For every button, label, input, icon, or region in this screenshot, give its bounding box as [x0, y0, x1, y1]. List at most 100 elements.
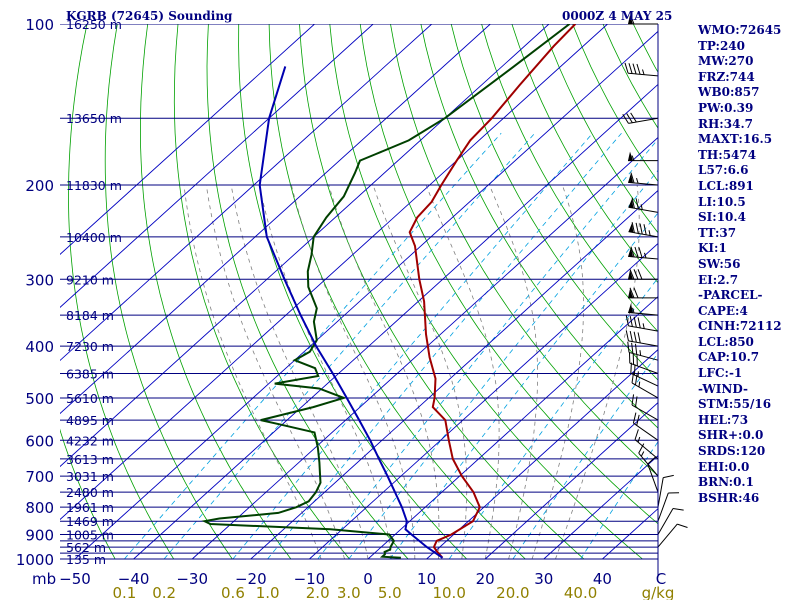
wind-barb-half-flag — [638, 381, 641, 388]
wind-barb-flag — [629, 269, 635, 280]
pressure-label: 500 — [25, 390, 54, 408]
index-item: MW:270 — [698, 54, 754, 69]
wind-barb-pennant — [628, 270, 633, 280]
parcel-trace — [258, 66, 444, 559]
wind-barb-flag — [630, 362, 632, 374]
wind-barb — [657, 508, 684, 535]
moist-adiabat — [425, 184, 500, 560]
wind-barb-flag — [672, 508, 684, 511]
wind-barb-staff — [628, 311, 659, 316]
wind-barb-flag — [633, 287, 639, 299]
dewpoint-trace — [201, 24, 571, 559]
wind-barb-flag — [631, 394, 635, 406]
temperature-tick-label: −50 — [59, 570, 91, 588]
isotherm — [74, 30, 658, 560]
temperature-trace — [408, 24, 577, 559]
wind-barb-flag — [632, 353, 635, 365]
dry-adiabat — [359, 24, 658, 525]
isotherm — [60, 24, 374, 309]
wind-barb-flag — [668, 492, 680, 494]
isotherm — [133, 83, 658, 560]
isotherm — [60, 24, 491, 415]
wind-barb-pennant — [628, 247, 634, 257]
wind-barb-staff — [657, 477, 664, 508]
temperature-tick-label: 0 — [363, 570, 373, 588]
index-item: CINH:72112 — [698, 319, 782, 334]
grid-lines — [60, 24, 800, 560]
moist-adiabat — [230, 185, 369, 560]
wind-barb-flag — [629, 330, 633, 342]
pressure-label: 300 — [25, 271, 54, 289]
height-label: 3031 m — [66, 469, 114, 484]
wind-barb-flag — [624, 62, 629, 74]
mixing-ratio-label: 3.0 — [337, 584, 361, 600]
wind-barb-pennant — [628, 303, 634, 313]
wind-barb-flag — [677, 523, 688, 528]
wind-barbs — [622, 15, 688, 548]
wind-barb — [657, 474, 674, 508]
wind-barb-flag — [643, 224, 647, 235]
mixing-ratio-unit-label: g/kg — [642, 584, 675, 600]
wind-barb-flag — [637, 269, 643, 280]
wind-barb-flag — [636, 63, 641, 75]
index-item: WMO:72645 — [698, 23, 782, 37]
wind-barb-flag — [636, 355, 638, 366]
wind-barb — [628, 222, 659, 238]
dry-adiabat — [206, 24, 409, 560]
height-label: 562 m — [66, 540, 106, 555]
index-item: LI:10.5 — [698, 194, 746, 209]
mixing-ratio-line — [448, 277, 658, 560]
wind-barb-flag — [629, 315, 633, 327]
wind-barb-pennant — [628, 223, 634, 233]
wind-barb-flag — [633, 269, 639, 280]
wind-barb-flag — [634, 396, 638, 408]
isotherm — [309, 242, 658, 560]
index-item: L57:6.6 — [698, 163, 749, 178]
station-title: KGRB (72645) Sounding — [66, 9, 233, 23]
wind-barb-staff — [657, 523, 678, 548]
wind-barb — [657, 492, 680, 522]
index-item: TH:5474 — [698, 147, 757, 162]
dry-adiabat — [785, 24, 800, 559]
wind-barb-staff — [657, 492, 669, 522]
wind-barb-staff — [630, 372, 659, 387]
moist-adiabat — [183, 185, 322, 560]
mixing-ratio-label: 0.6 — [221, 584, 245, 600]
index-item: MAXT:16.5 — [698, 132, 773, 147]
wind-barb-staff — [631, 382, 659, 399]
wind-barb-half-flag — [640, 204, 643, 210]
dry-adiabat — [104, 24, 233, 560]
moist-adiabat — [291, 185, 416, 560]
index-item: STM:55/16 — [698, 397, 772, 412]
isotherm — [484, 402, 658, 560]
wind-barb — [628, 172, 659, 186]
isotherm — [191, 136, 658, 560]
pressure-unit-label: mb — [32, 570, 56, 588]
wind-barb — [634, 429, 659, 460]
isotherm — [367, 295, 658, 560]
sounding-time: 0000Z 4 MAY 25 — [562, 9, 673, 23]
wind-barb-half-flag — [637, 371, 639, 377]
temperature-tick-label: −30 — [176, 570, 208, 588]
pressure-label: 800 — [25, 499, 54, 517]
mixing-ratio-label: 10.0 — [432, 584, 465, 600]
temperature-tick-label: −40 — [118, 570, 150, 588]
height-label: 1005 m — [66, 528, 114, 543]
wind-barb-flag — [663, 474, 674, 479]
sounding-profiles — [201, 24, 577, 559]
index-item: -WIND- — [698, 381, 748, 396]
isotherm — [60, 24, 315, 255]
wind-barb-flag — [627, 341, 630, 353]
moist-adiabat — [489, 184, 538, 560]
wind-barb-half-flag — [642, 323, 645, 329]
wind-barb-flag — [647, 456, 657, 465]
mixing-ratio-label: 2.0 — [306, 584, 330, 600]
temperature-tick-label: −20 — [235, 570, 267, 588]
wind-barb — [628, 246, 659, 260]
temperature-tick-label: 20 — [476, 570, 495, 588]
wind-barb — [631, 394, 659, 421]
index-item: CAPE:4 — [698, 303, 748, 318]
index-item: SHR+:0.0 — [698, 428, 764, 443]
